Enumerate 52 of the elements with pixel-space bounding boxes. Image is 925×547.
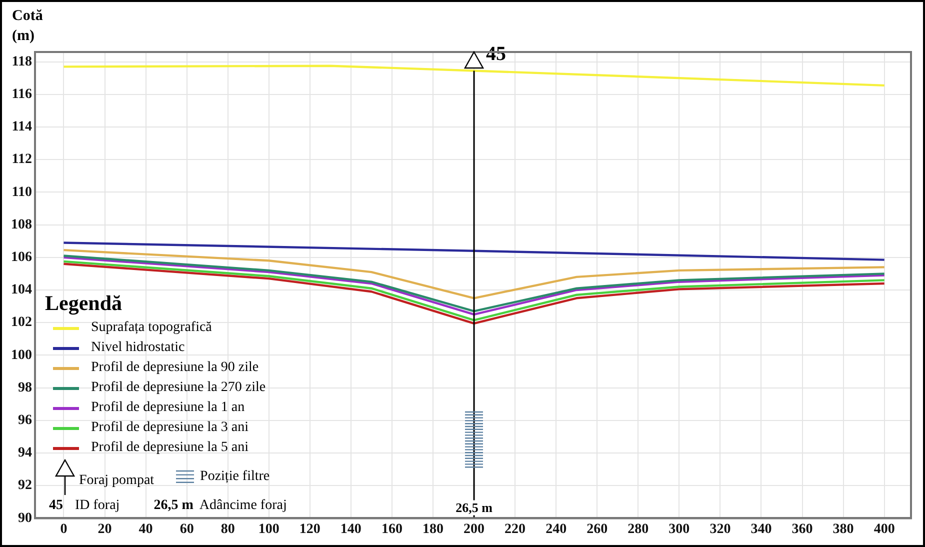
annotation: Poziție filtre <box>200 469 270 486</box>
x-tick-label: 160 <box>381 522 402 538</box>
text: 45 <box>49 498 63 514</box>
y-tick-label: 94 <box>18 446 32 461</box>
y-tick-label: 104 <box>11 282 32 298</box>
annotation: 26,5 m <box>456 500 493 516</box>
y-tick-label: 112 <box>12 152 32 168</box>
legend-label: Nivel hidrostatic <box>91 340 185 356</box>
annotation: Foraj pompat <box>79 473 154 490</box>
x-tick-label: 360 <box>792 522 813 538</box>
text: 26,5 m <box>154 498 194 514</box>
y-tick-label: 106 <box>11 250 32 265</box>
legend-label: Profil de depresiune la 90 zile <box>91 360 259 376</box>
x-tick-label: 300 <box>668 522 690 538</box>
annotation: Adâncime foraj <box>199 498 287 514</box>
x-tick-label: 100 <box>258 522 280 538</box>
y-tick-label: 100 <box>11 348 32 363</box>
y-tick-label: 102 <box>11 315 32 330</box>
x-tick-label: 260 <box>586 522 608 538</box>
legend-label: Profil de depresiune la 1 an <box>91 400 245 416</box>
y-tick-label: 108 <box>11 217 32 232</box>
y-tick-label: 114 <box>12 120 32 135</box>
legend-label: Profil de depresiune la 270 zile <box>91 380 266 396</box>
y-tick-label: 96 <box>18 413 32 428</box>
x-tick-label: 120 <box>299 522 320 538</box>
legend-title: Legendă <box>45 291 124 316</box>
y-tick-label: 110 <box>12 184 32 200</box>
x-tick-label: 20 <box>98 522 112 538</box>
x-tick-label: 220 <box>504 522 526 538</box>
x-tick-label: 340 <box>750 522 772 538</box>
annotation: ID foraj <box>75 498 120 514</box>
y-tick-label: 116 <box>12 86 32 102</box>
y-tick-label: 90 <box>18 510 32 526</box>
x-tick-label: 240 <box>546 522 567 538</box>
x-tick-label: 280 <box>628 522 649 538</box>
x-tick-label: 140 <box>340 522 362 538</box>
y-tick-label: 118 <box>12 54 32 70</box>
legend-label: Suprafața topografică <box>91 320 212 336</box>
x-tick-label: 40 <box>138 522 153 538</box>
x-tick-label: 400 <box>874 522 895 538</box>
y-axis-title: Cotă (m) <box>12 7 44 46</box>
x-tick-label: 0 <box>60 522 68 538</box>
y-tick-label: 98 <box>18 380 32 396</box>
x-tick-label: 60 <box>180 522 194 538</box>
legend-label: Profil de depresiune la 3 ani <box>91 420 248 436</box>
y-tick-label: 92 <box>18 478 32 494</box>
x-tick-label: 80 <box>220 522 235 538</box>
x-tick-label: 180 <box>422 522 444 538</box>
x-tick-label: 200 <box>464 522 485 538</box>
x-tick-label: 320 <box>710 522 731 538</box>
legend-label: Profil de depresiune la 5 ani <box>91 440 248 456</box>
x-tick-label: 380 <box>832 522 854 538</box>
